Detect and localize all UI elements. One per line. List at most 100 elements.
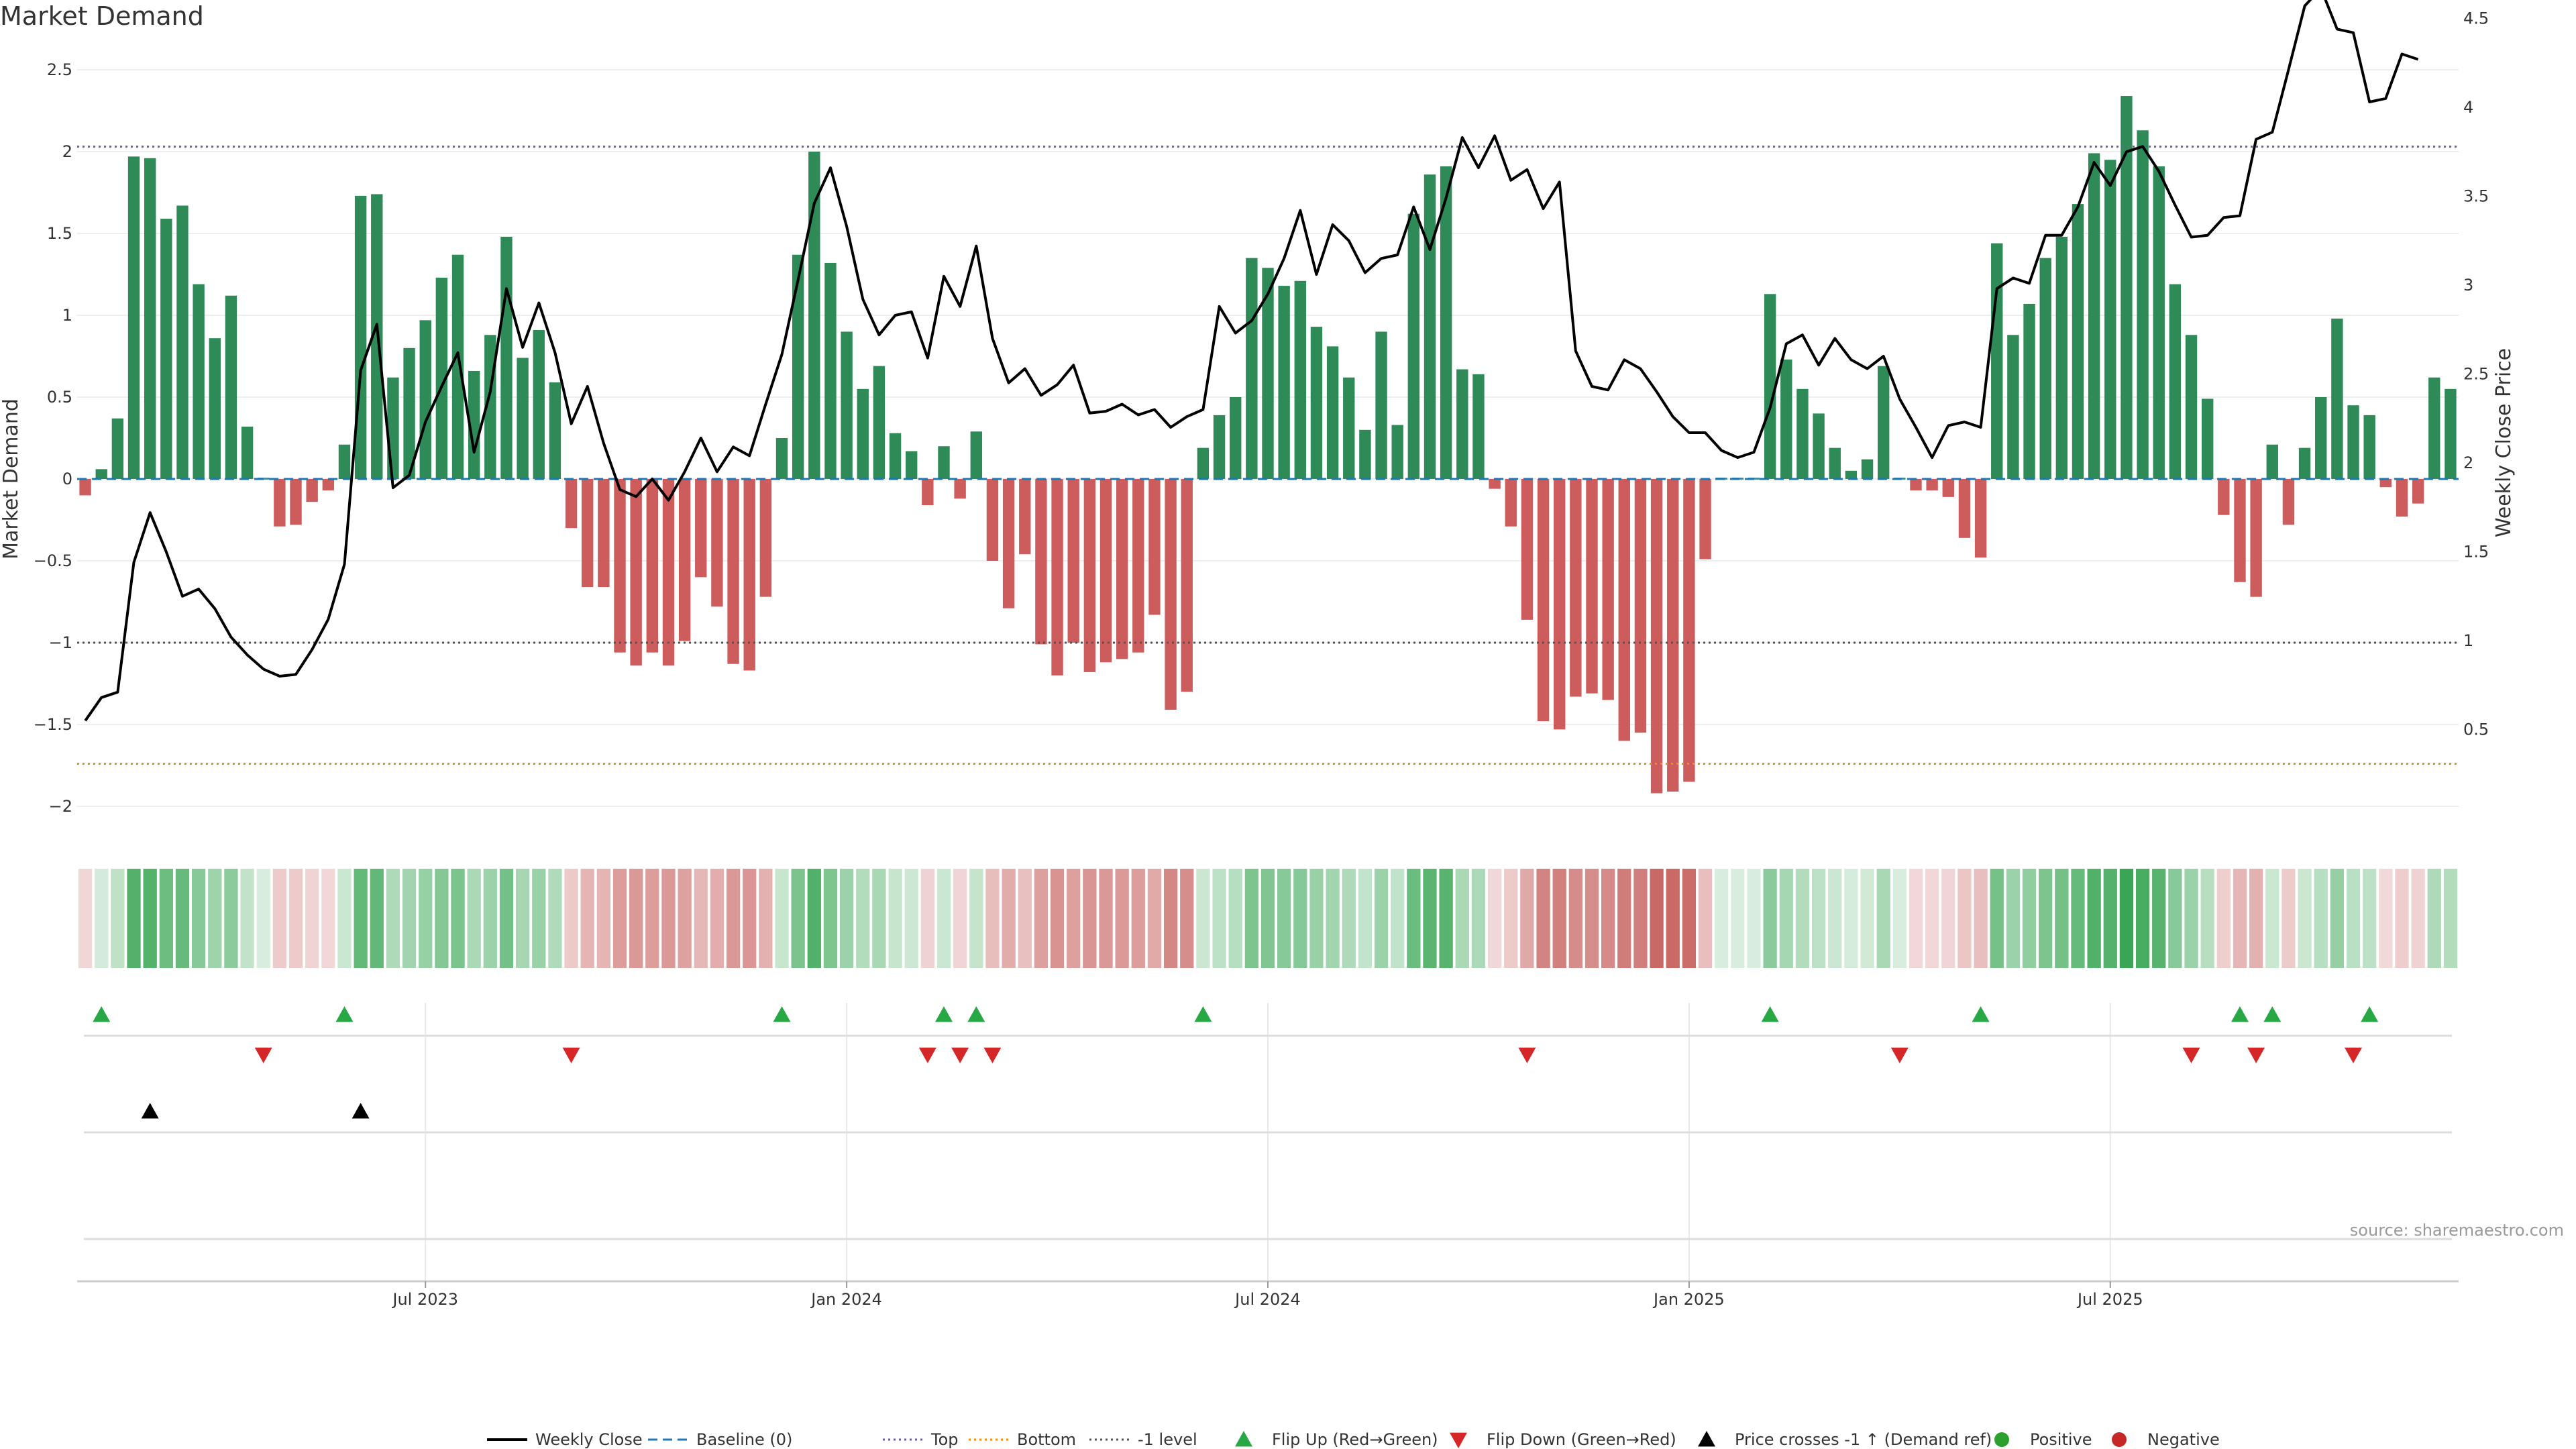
flip-down-marker	[2247, 1047, 2265, 1063]
price-cross-marker	[141, 1103, 159, 1119]
heat-strip-cell	[402, 869, 417, 968]
demand-bar-negative	[1570, 479, 1582, 697]
demand-bar-positive	[1877, 366, 1890, 479]
demand-bar-negative	[2250, 479, 2262, 597]
heat-strip-cell	[305, 869, 319, 968]
demand-bar-negative	[662, 479, 675, 666]
demand-bar-positive	[1440, 166, 1452, 479]
heat-strip-cell	[710, 869, 724, 968]
heat-strip-cell	[1212, 869, 1226, 968]
demand-bar-positive	[354, 195, 367, 479]
heat-strip-cell	[2282, 869, 2296, 968]
heat-strip-cell	[612, 869, 627, 968]
heat-strip-cell	[451, 869, 465, 968]
demand-bar-negative	[1067, 479, 1079, 643]
demand-bar-positive	[451, 254, 464, 479]
y-tick-label: −1.5	[34, 715, 72, 734]
demand-bar-negative	[2412, 479, 2424, 504]
legend-item-minus1: -1 level	[1089, 1430, 1197, 1449]
y2-tick-label: 3	[2463, 276, 2473, 294]
demand-bar-positive	[970, 431, 982, 479]
demand-bar-positive	[1813, 413, 1825, 479]
legend-label: -1 level	[1138, 1430, 1197, 1449]
legend-item-baseline: Baseline (0)	[648, 1430, 792, 1449]
heat-strip-cell	[1309, 869, 1324, 968]
legend-item-positive: Positive	[1994, 1430, 2092, 1449]
heat-strip-cell	[288, 869, 303, 968]
heat-strip-cell	[95, 869, 109, 968]
demand-bar-positive	[1796, 388, 1809, 479]
heat-strip-cell	[1293, 869, 1307, 968]
y2-tick-label: 4.5	[2463, 9, 2489, 28]
demand-bar-positive	[841, 331, 853, 479]
flip-down-marker	[1518, 1047, 1536, 1063]
heat-strip-cell	[1520, 869, 1534, 968]
heat-strip-cell	[1860, 869, 1874, 968]
demand-bar-negative	[646, 479, 659, 653]
heat-strip-cell	[645, 869, 659, 968]
heat-strip-cell	[775, 869, 789, 968]
heat-strip-cell	[1990, 869, 2004, 968]
demand-bar-positive	[775, 438, 788, 479]
legend-label: Weekly Close	[535, 1430, 643, 1449]
x-tick-label: Jul 2023	[391, 1290, 458, 1309]
x-tick-label: Jan 2024	[810, 1290, 882, 1309]
y2-tick-label: 4	[2463, 98, 2473, 117]
heat-strip-cell	[694, 869, 708, 968]
demand-bar-negative	[1926, 479, 1938, 491]
demand-bar-positive	[2428, 377, 2440, 479]
demand-bar-negative	[1974, 479, 1987, 558]
demand-bar-negative	[727, 479, 739, 664]
demand-bar-positive	[1278, 286, 1290, 479]
heat-strip-cell	[1957, 869, 1972, 968]
demand-bar-positive	[111, 418, 124, 479]
demand-bar-positive	[906, 451, 918, 479]
demand-bar-positive	[2121, 96, 2133, 480]
flip-down-marker	[983, 1047, 1002, 1063]
heat-strip-cell	[272, 869, 287, 968]
flip-up-marker	[2361, 1006, 2379, 1022]
demand-bar-positive	[1262, 268, 1274, 479]
heat-strip-cell	[904, 869, 918, 968]
legend-label: Baseline (0)	[696, 1430, 792, 1449]
legend-swatch	[1235, 1431, 1252, 1447]
legend-item-flip_down: Flip Down (Green→Red)	[1487, 1430, 1676, 1449]
heat-strip-cell	[580, 869, 594, 968]
heat-strip-cell	[759, 869, 773, 968]
heat-strip-cell	[2087, 869, 2101, 968]
heat-strip-cell	[888, 869, 902, 968]
y-tick-label: 0.5	[47, 388, 72, 407]
demand-bar-negative	[2396, 479, 2408, 517]
heat-strip-cell	[2249, 869, 2263, 968]
heat-strip-cell	[1876, 869, 1890, 968]
heat-strip-cell	[78, 869, 93, 968]
demand-bar-positive	[2055, 236, 2068, 479]
heat-strip-cell	[791, 869, 805, 968]
demand-bar-positive	[468, 370, 480, 479]
y-tick-label: 1	[62, 306, 72, 325]
demand-bar-negative	[322, 479, 335, 491]
heat-strip-cell	[159, 869, 173, 968]
demand-bar-positive	[2153, 166, 2165, 479]
legend-swatch	[1698, 1431, 1715, 1447]
demand-bar-positive	[419, 320, 431, 479]
heat-strip-cell	[1715, 869, 1729, 968]
demand-bar-positive	[95, 469, 107, 479]
heat-strip-cell	[2216, 869, 2231, 968]
heat-strip-cell	[386, 869, 400, 968]
heat-strip-cell	[1147, 869, 1162, 968]
demand-bar-positive	[2445, 388, 2457, 479]
heat-strip-cell	[2135, 869, 2150, 968]
heat-strip-cell	[839, 869, 854, 968]
heat-strip-cell	[435, 869, 449, 968]
demand-bar-negative	[1650, 479, 1663, 794]
demand-bar-positive	[176, 205, 189, 479]
demand-bar-positive	[500, 236, 513, 479]
demand-bar-positive	[824, 262, 837, 479]
demand-bar-negative	[1910, 479, 1922, 491]
demand-bar-negative	[1942, 479, 1954, 497]
heat-strip-cell	[419, 869, 433, 968]
demand-bar-positive	[1391, 425, 1403, 479]
heat-strip-cell	[1002, 869, 1016, 968]
heat-strip-cell	[2184, 869, 2198, 968]
